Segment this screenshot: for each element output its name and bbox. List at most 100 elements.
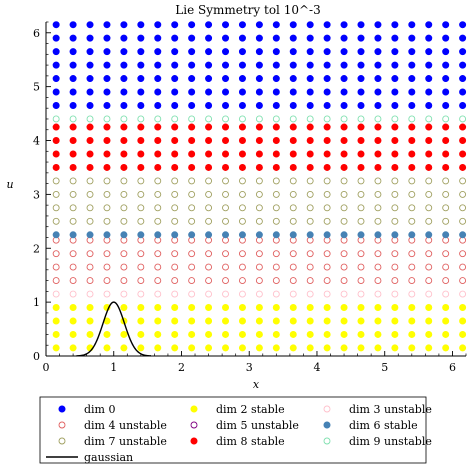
point-dim-2-stable [171,317,179,325]
point-dim-7-unstable [289,177,297,185]
point-dim-6-stable [52,231,60,239]
point-dim-3-unstable [188,290,196,298]
x-tick-label: 2 [178,361,185,374]
point-dim-7-unstable [306,204,314,212]
point-dim-0 [103,102,111,110]
point-dim-6-stable [408,231,416,239]
point-dim-0 [374,102,382,110]
point-dim-0 [289,48,297,56]
legend-label: dim 8 stable [216,435,285,448]
point-dim-0 [103,21,111,29]
point-dim-4-unstable [137,263,145,271]
point-dim-3-unstable [459,290,467,298]
point-dim-0 [120,48,128,56]
point-dim-8-stable [120,123,128,131]
point-dim-0 [255,48,263,56]
point-dim-7-unstable [442,217,450,225]
point-dim-4-unstable [374,277,382,285]
point-dim-2-stable [459,304,467,312]
point-dim-4-unstable [391,250,399,258]
point-dim-3-unstable [69,290,77,298]
point-dim-7-unstable [323,217,331,225]
legend-swatch-dim-0 [58,405,66,413]
point-dim-0 [238,21,246,29]
point-dim-8-stable [154,137,162,145]
point-dim-4-unstable [408,250,416,258]
point-dim-7-unstable [340,190,348,198]
point-dim-8-stable [137,137,145,145]
y-tick-label: 4 [33,135,40,148]
point-dim-0 [425,21,433,29]
point-dim-4-unstable [171,277,179,285]
point-dim-8-stable [272,137,280,145]
point-dim-9-unstable [52,115,60,123]
legend-label: dim 2 stable [216,403,285,416]
legend-label: dim 3 unstable [349,403,432,416]
point-dim-8-stable [255,150,263,158]
point-dim-8-stable [238,163,246,171]
point-dim-2-stable [86,304,94,312]
point-dim-7-unstable [238,217,246,225]
point-dim-0 [52,88,60,96]
point-dim-4-unstable [391,277,399,285]
legend-label: dim 4 unstable [84,419,167,432]
point-dim-3-unstable [205,290,213,298]
point-dim-8-stable [137,150,145,158]
plot-area [52,21,467,357]
point-dim-7-unstable [171,217,179,225]
point-dim-0 [86,61,94,69]
point-dim-8-stable [52,150,60,158]
y-axis-title: u [6,178,13,191]
point-dim-0 [459,48,467,56]
point-dim-8-stable [154,123,162,131]
point-dim-0 [69,102,77,110]
point-dim-7-unstable [323,177,331,185]
point-dim-0 [289,102,297,110]
point-dim-4-unstable [425,277,433,285]
point-dim-0 [442,75,450,83]
point-dim-0 [357,61,365,69]
legend: dim 0 dim 2 stable dim 3 unstable dim 4 uns… [39,396,432,464]
point-dim-0 [222,21,230,29]
point-dim-7-unstable [120,204,128,212]
point-dim-9-unstable [340,115,348,123]
point-dim-0 [272,48,280,56]
point-dim-2-stable [391,344,399,352]
point-dim-0 [120,102,128,110]
point-dim-7-unstable [323,190,331,198]
point-dim-0 [306,61,314,69]
point-dim-0 [357,21,365,29]
point-dim-8-stable [137,163,145,171]
x-tick-label: 4 [313,361,320,374]
point-dim-4-unstable [442,263,450,271]
x-tick-label: 3 [246,361,253,374]
point-dim-0 [137,75,145,83]
point-dim-8-stable [69,123,77,131]
point-dim-2-stable [272,330,280,338]
point-dim-2-stable [154,330,162,338]
point-dim-7-unstable [137,204,145,212]
point-dim-7-unstable [137,217,145,225]
point-dim-0 [357,102,365,110]
point-dim-2-stable [391,304,399,312]
point-dim-2-stable [289,344,297,352]
point-dim-8-stable [171,150,179,158]
y-tick-label: 5 [33,81,40,94]
point-dim-0 [391,102,399,110]
point-dim-7-unstable [408,177,416,185]
point-dim-0 [391,75,399,83]
chart-title: Lie Symmetry tol 10^-3 [175,3,320,17]
point-dim-8-stable [289,163,297,171]
point-dim-0 [306,34,314,42]
point-dim-2-stable [425,317,433,325]
point-dim-7-unstable [52,204,60,212]
point-dim-4-unstable [323,250,331,258]
point-dim-4-unstable [289,250,297,258]
point-dim-0 [86,34,94,42]
point-dim-9-unstable [222,115,229,123]
point-dim-2-stable [255,330,263,338]
point-dim-7-unstable [222,217,229,225]
point-dim-8-stable [222,150,230,158]
point-dim-3-unstable [323,290,331,298]
point-dim-8-stable [255,123,263,131]
